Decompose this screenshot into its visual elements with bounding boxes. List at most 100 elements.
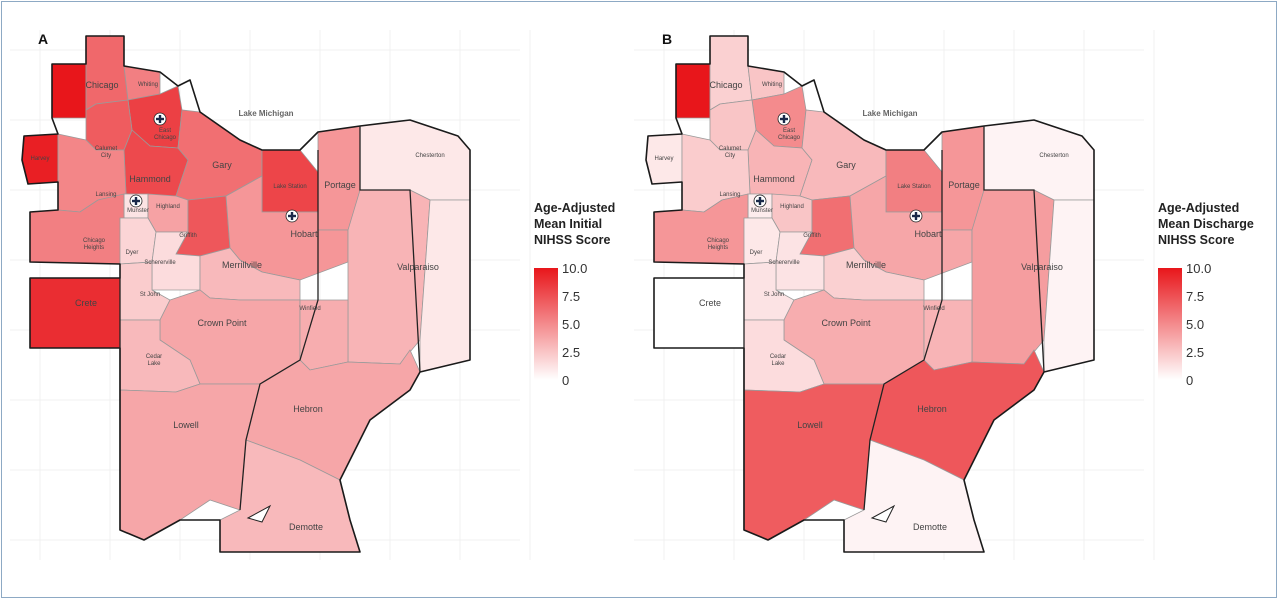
- region-chicago: [85, 35, 129, 111]
- place-label-east-chicago: East Chicago: [778, 128, 801, 141]
- legend-title-line: Age-Adjusted: [534, 201, 615, 215]
- place-label-munster: Munster: [751, 208, 773, 214]
- place-label-griffith: Griffith: [179, 233, 197, 239]
- place-label-hebron: Hebron: [917, 404, 947, 414]
- region-highland: [771, 193, 813, 233]
- legend-tick-label: 2.5: [1186, 345, 1204, 360]
- place-label-harvey: Harvey: [654, 156, 673, 162]
- lake-label: Lake Michigan: [238, 109, 293, 118]
- region-lake-station: [261, 149, 319, 213]
- place-label-crete: Crete: [699, 298, 721, 308]
- lake-shape: [870, 504, 896, 523]
- place-label-calumet-city: Calumet City: [95, 146, 118, 159]
- place-label-chicago-heights: Chicago Heights: [83, 238, 106, 251]
- place-label-munster: Munster: [127, 208, 149, 214]
- place-label-highland: Highland: [780, 204, 804, 210]
- county-boundary: [359, 126, 421, 373]
- region-chesterton: [359, 119, 471, 201]
- place-label-hammond: Hammond: [753, 174, 795, 184]
- legend-tick-label: 0: [1186, 373, 1193, 388]
- place-label-winfield: Winfield: [299, 306, 320, 312]
- region-calumet-city: [709, 99, 757, 151]
- region-lake-station: [885, 149, 943, 213]
- map-panel-a: Chicago Whiting East Chicago Harvey Calumet Ci…: [10, 30, 615, 560]
- place-label-valparaiso: Valparaiso: [397, 262, 439, 272]
- place-label-calumet-city: Calumet City: [719, 146, 742, 159]
- hospital-cross-icon: [129, 194, 143, 208]
- county-outline: [21, 35, 471, 553]
- place-label-schererville: Schererville: [144, 260, 176, 266]
- place-label-chicago: Chicago: [709, 80, 742, 90]
- place-label-crown-point: Crown Point: [197, 318, 247, 328]
- region-far-nw: [51, 63, 87, 119]
- place-label-hebron: Hebron: [293, 404, 323, 414]
- lake-shape: [246, 504, 272, 523]
- county-boundary: [863, 150, 943, 511]
- region-far-nw: [675, 63, 711, 119]
- place-label-dyer: Dyer: [126, 250, 139, 256]
- place-label-chicago: Chicago: [85, 80, 118, 90]
- panel-letter: B: [662, 31, 672, 47]
- place-label-gary: Gary: [212, 160, 232, 170]
- place-label-lake-station: Lake Station: [273, 184, 306, 190]
- place-label-harvey: Harvey: [30, 156, 49, 162]
- hospital-cross-icon: [753, 194, 767, 208]
- legend-tick-label: 7.5: [562, 289, 580, 304]
- place-label-lake-station: Lake Station: [897, 184, 930, 190]
- region-schererville: [151, 231, 201, 291]
- place-label-hobart: Hobart: [914, 229, 942, 239]
- county-boundary: [239, 150, 319, 511]
- place-label-chicago-heights: Chicago Heights: [707, 238, 730, 251]
- legend-title-line: Age-Adjusted: [1158, 201, 1239, 215]
- hospital-cross-icon: [909, 209, 923, 223]
- place-label-griffith: Griffith: [803, 233, 821, 239]
- place-label-whiting: Whiting: [762, 82, 782, 88]
- place-label-lowell: Lowell: [797, 420, 823, 430]
- panel-letter: A: [38, 31, 48, 47]
- place-label-lowell: Lowell: [173, 420, 199, 430]
- place-label-chesterton: Chesterton: [1039, 153, 1068, 159]
- map-panel-b: Chicago Whiting East Chicago Harvey Calumet Ci…: [634, 30, 1254, 560]
- place-label-portage: Portage: [324, 180, 356, 190]
- place-label-hobart: Hobart: [290, 229, 318, 239]
- legend-title-line: NIHSS Score: [534, 233, 610, 247]
- place-label-east-chicago: East Chicago: [154, 128, 177, 141]
- legend-tick-label: 5.0: [562, 317, 580, 332]
- place-label-portage: Portage: [948, 180, 980, 190]
- legend-tick-label: 2.5: [562, 345, 580, 360]
- hospital-cross-icon: [285, 209, 299, 223]
- hospital-cross-icon: [153, 112, 167, 126]
- place-label-cedar-lake: Cedar Lake: [146, 354, 162, 367]
- legend-tick-label: 10.0: [1186, 261, 1211, 276]
- place-label-whiting: Whiting: [138, 82, 158, 88]
- legend-title-line: Mean Discharge: [1158, 217, 1254, 231]
- place-label-gary: Gary: [836, 160, 856, 170]
- region-crete: [29, 277, 121, 349]
- place-label-demotte: Demotte: [289, 522, 323, 532]
- lake-label: Lake Michigan: [862, 109, 917, 118]
- place-label-dyer: Dyer: [750, 250, 763, 256]
- legend-title-line: Mean Initial: [534, 217, 602, 231]
- place-label-cedar-lake: Cedar Lake: [770, 354, 786, 367]
- place-label-st-john: St John: [764, 292, 784, 298]
- place-label-demotte: Demotte: [913, 522, 947, 532]
- place-label-merrillville: Merrillville: [222, 260, 262, 270]
- place-label-crete: Crete: [75, 298, 97, 308]
- region-highland: [147, 193, 189, 233]
- place-label-chesterton: Chesterton: [415, 153, 444, 159]
- place-label-st-john: St John: [140, 292, 160, 298]
- legend-tick-label: 5.0: [1186, 317, 1204, 332]
- place-label-winfield: Winfield: [923, 306, 944, 312]
- legend-color-bar: [1158, 268, 1182, 380]
- place-label-valparaiso: Valparaiso: [1021, 262, 1063, 272]
- region-calumet-city: [85, 99, 133, 151]
- region-chesterton: [983, 119, 1095, 201]
- place-label-lansing: Lansing: [95, 192, 116, 198]
- place-label-schererville: Schererville: [768, 260, 800, 266]
- legend-color-bar: [534, 268, 558, 380]
- county-boundary: [983, 126, 1045, 373]
- legend-tick-label: 0: [562, 373, 569, 388]
- legend-title-line: NIHSS Score: [1158, 233, 1234, 247]
- legend-tick-label: 10.0: [562, 261, 587, 276]
- legend-tick-label: 7.5: [1186, 289, 1204, 304]
